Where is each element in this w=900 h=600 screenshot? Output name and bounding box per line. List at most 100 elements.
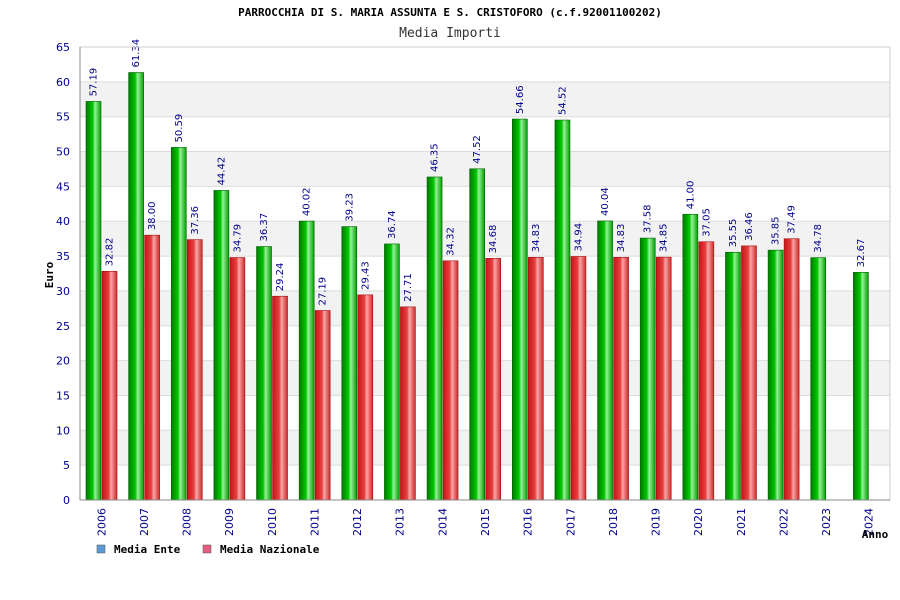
legend-swatch-nazionale [202, 544, 212, 554]
bar-media-ente [512, 118, 528, 501]
x-axis-label: Anno [862, 528, 889, 541]
bar-media-nazionale [655, 256, 672, 501]
x-tick-label: 2013 [394, 508, 407, 536]
x-tick-label: 2017 [564, 508, 577, 536]
value-label-ente: 44.42 [216, 157, 227, 186]
value-label-ente: 35.85 [771, 217, 782, 246]
bars-group [85, 72, 869, 501]
value-label-ente: 57.19 [89, 68, 100, 97]
x-tick-label: 2023 [820, 508, 833, 536]
y-tick-label: 55 [56, 111, 70, 124]
bar-media-ente [810, 257, 827, 501]
legend-swatch-ente [96, 544, 106, 554]
value-label-ente: 34.78 [813, 224, 824, 253]
x-tick-label: 2018 [607, 508, 620, 536]
y-axis-label: Euro [43, 261, 56, 288]
bar-media-nazionale [570, 256, 587, 501]
bar-media-ente [682, 213, 699, 501]
value-label-ente: 54.52 [557, 86, 568, 115]
value-label-nazionale: 34.83 [616, 224, 627, 253]
bar-media-nazionale [314, 310, 331, 501]
bar-media-ente [384, 243, 400, 501]
bar-media-nazionale [485, 258, 501, 501]
x-tick-label: 2015 [479, 508, 492, 536]
bar-media-ente [853, 272, 869, 501]
y-tick-label: 25 [56, 320, 70, 333]
x-tick-label: 2008 [181, 508, 194, 536]
value-label-nazionale: 37.05 [701, 208, 712, 237]
value-label-nazionale: 38.00 [147, 202, 158, 231]
y-tick-label: 50 [56, 146, 70, 159]
value-label-ente: 54.66 [515, 85, 526, 114]
value-label-ente: 36.37 [259, 213, 270, 242]
bar-media-nazionale [741, 245, 757, 501]
bar-media-nazionale [144, 234, 160, 501]
bar-media-nazionale [528, 256, 544, 501]
x-tick-label: 2019 [650, 508, 663, 536]
value-label-nazionale: 34.85 [659, 223, 670, 252]
grid-band [80, 151, 890, 187]
value-label-ente: 40.02 [302, 187, 313, 216]
axes-group: 0 5 10 15 20 25 30 35 40 45 50 55 60 65 2006 2007 2008 20… [56, 41, 891, 536]
bar-media-nazionale [783, 238, 800, 501]
grid-band [80, 81, 890, 117]
value-label-nazionale: 27.71 [403, 273, 414, 302]
bar-media-ente [767, 249, 784, 501]
value-label-ente: 40.04 [600, 187, 611, 216]
bar-media-ente [85, 101, 102, 501]
bar-media-ente [213, 190, 230, 501]
chart-title: PARROCCHIA DI S. MARIA ASSUNTA E S. CRIS… [238, 6, 662, 19]
y-tick-label: 15 [56, 389, 70, 402]
value-label-nazionale: 34.32 [446, 227, 457, 256]
x-tick-label: 2009 [223, 508, 236, 536]
y-tick-label: 30 [56, 285, 70, 298]
value-label-nazionale: 34.79 [232, 224, 243, 253]
value-label-ente: 46.35 [430, 143, 441, 172]
value-label-ente: 37.58 [643, 204, 654, 233]
x-tick-label: 2020 [692, 508, 705, 536]
x-tick-label: 2007 [138, 508, 151, 536]
value-label-ente: 36.74 [387, 210, 398, 239]
bar-media-ente [128, 72, 144, 501]
y-tick-label: 35 [56, 250, 70, 263]
bar-media-nazionale [186, 239, 203, 501]
bar-media-ente [469, 168, 485, 501]
bar-media-nazionale [698, 241, 715, 501]
value-label-nazionale: 29.43 [360, 261, 371, 290]
value-labels-group: 57.19 32.82 61.34 38.00 50.59 37.36 44.42 34.79… [89, 39, 867, 306]
bar-media-ente [639, 237, 656, 501]
x-tick-label: 2012 [351, 508, 364, 536]
y-tick-label: 10 [56, 424, 70, 437]
value-label-ente: 32.67 [856, 239, 867, 268]
y-tick-label: 60 [56, 76, 70, 89]
value-label-nazionale: 32.82 [105, 238, 116, 267]
y-tick-label: 0 [63, 494, 70, 507]
y-tick-label: 5 [63, 459, 70, 472]
value-label-nazionale: 37.49 [787, 205, 798, 234]
y-tick-label: 20 [56, 355, 70, 368]
y-tick-label: 45 [56, 180, 70, 193]
x-tick-label: 2021 [735, 508, 748, 536]
value-label-ente: 47.52 [472, 135, 483, 164]
x-tick-label: 2014 [436, 508, 449, 536]
bar-media-ente [426, 176, 443, 501]
value-label-ente: 39.23 [344, 193, 355, 222]
legend-label-nazionale: Media Nazionale [220, 543, 320, 556]
bar-media-nazionale [400, 306, 416, 501]
legend-label-ente: Media Ente [114, 543, 181, 556]
y-tick-label: 40 [56, 215, 70, 228]
value-label-nazionale: 34.83 [531, 224, 542, 253]
bar-media-nazionale [101, 270, 118, 501]
x-tick-label: 2024 [863, 508, 876, 536]
value-label-ente: 35.55 [728, 219, 739, 248]
value-label-nazionale: 27.19 [318, 277, 329, 306]
x-tick-label: 2006 [95, 508, 108, 536]
x-tick-label: 2011 [308, 508, 321, 536]
value-label-ente: 50.59 [174, 114, 185, 143]
x-tick-label: 2016 [522, 508, 535, 536]
bar-media-ente [554, 119, 571, 501]
bar-media-ente [256, 246, 272, 501]
x-tick-label: 2010 [266, 508, 279, 536]
bar-media-nazionale [357, 294, 374, 501]
